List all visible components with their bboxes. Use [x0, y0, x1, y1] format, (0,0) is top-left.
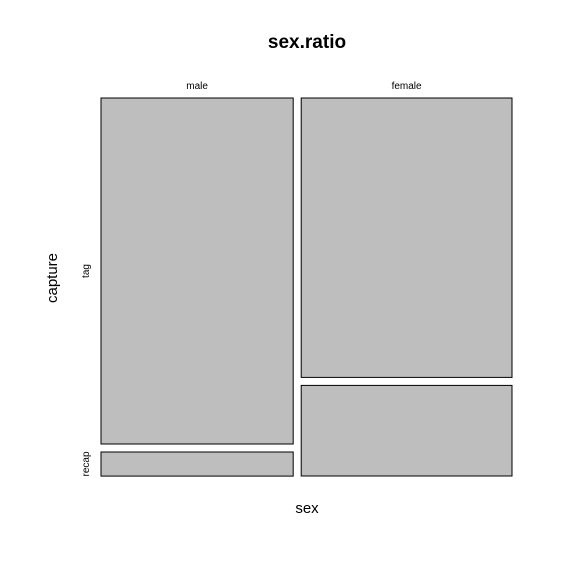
x-axis-label: sex [295, 500, 319, 517]
x-category-label-female: female [392, 81, 422, 92]
mosaic-tiles [100, 97, 513, 477]
chart-title: sex.ratio [268, 32, 346, 53]
y-category-label-tag: tag [81, 264, 92, 278]
x-category-label-male: male [186, 81, 208, 92]
y-axis-label: capture [44, 253, 61, 303]
tile-female-tag [300, 97, 513, 378]
mosaic-labels: male female tag recap [81, 81, 422, 477]
tile-female-recap [300, 384, 513, 477]
tile-male-recap [100, 451, 294, 477]
tile-male-tag [100, 97, 294, 445]
y-category-label-recap: recap [81, 451, 92, 476]
